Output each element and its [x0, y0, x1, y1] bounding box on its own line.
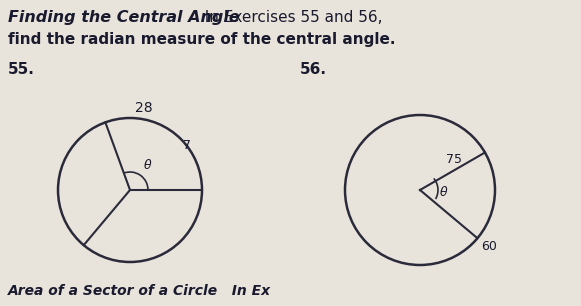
Text: 56.: 56. — [300, 62, 327, 77]
Text: 55.: 55. — [8, 62, 35, 77]
Text: 7: 7 — [184, 139, 191, 152]
Text: find the radian measure of the central angle.: find the radian measure of the central a… — [8, 32, 396, 47]
Text: 60: 60 — [480, 240, 497, 253]
Text: θ: θ — [440, 186, 448, 199]
Text: θ: θ — [144, 159, 151, 172]
Text: Area of a Sector of a Circle   In Ex: Area of a Sector of a Circle In Ex — [8, 284, 271, 298]
Text: 28: 28 — [135, 101, 153, 115]
Text: In Exercises 55 and 56,: In Exercises 55 and 56, — [195, 10, 382, 25]
Text: Finding the Central Angle: Finding the Central Angle — [8, 10, 240, 25]
Text: 75: 75 — [446, 153, 462, 166]
